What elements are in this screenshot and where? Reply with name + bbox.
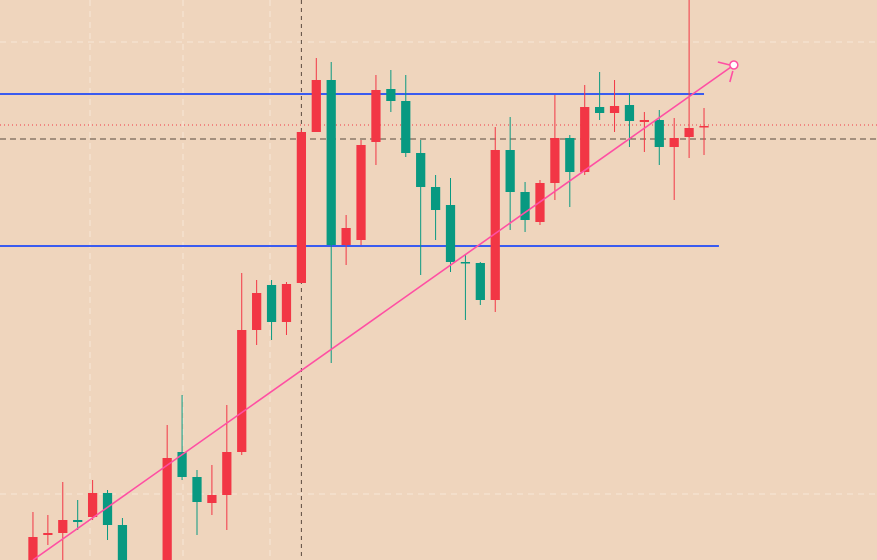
candle-body — [595, 107, 605, 113]
trendline — [32, 64, 735, 560]
candle-body — [43, 533, 53, 535]
candle-body — [475, 263, 485, 300]
candle-body — [565, 138, 575, 172]
candle-body — [520, 192, 530, 220]
candle-body — [117, 525, 128, 560]
candle-body — [73, 520, 83, 522]
candle-body — [28, 537, 38, 560]
trendline-arrow — [717, 61, 734, 83]
candle-body — [624, 105, 635, 121]
candle-body — [654, 120, 664, 147]
candle-body — [341, 228, 351, 245]
candle-body — [252, 293, 262, 330]
candle-body — [490, 150, 500, 300]
candle-body — [505, 150, 515, 192]
candle-body — [580, 107, 590, 172]
candle-body — [401, 101, 411, 153]
candle-body — [222, 452, 232, 495]
candle-body — [669, 138, 679, 147]
candle-body — [356, 145, 366, 240]
candle-body — [639, 120, 649, 122]
trendline-handle — [729, 60, 739, 70]
candle-body — [192, 477, 202, 502]
candle-body — [311, 80, 321, 132]
candle-body — [550, 138, 560, 183]
candle-body — [460, 262, 471, 264]
candle-body — [386, 89, 396, 101]
candle-body — [326, 80, 336, 245]
candle-body — [58, 520, 68, 533]
candle-body — [281, 284, 292, 322]
candle-body — [177, 452, 187, 477]
candle-body — [609, 106, 620, 113]
candle-body — [162, 458, 172, 560]
candle-body — [371, 90, 381, 142]
candle-body — [430, 187, 441, 210]
candle-body — [684, 128, 694, 137]
candle-body — [266, 285, 277, 322]
candle-body — [699, 126, 709, 128]
candle-body — [207, 495, 217, 503]
candle-body — [296, 132, 307, 283]
candle-body — [416, 153, 426, 187]
candle-body — [237, 330, 247, 452]
candle-body — [102, 493, 113, 525]
candle-body — [445, 205, 456, 262]
candle-body — [87, 493, 98, 517]
